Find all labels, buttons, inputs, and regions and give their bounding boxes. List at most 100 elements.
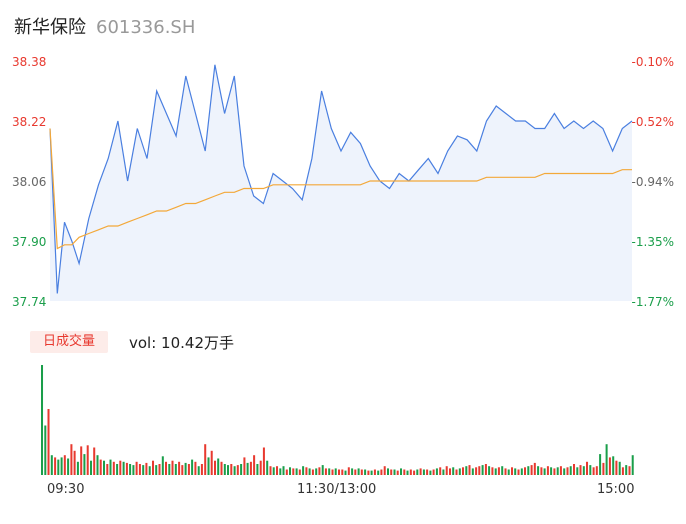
volume-bar <box>57 459 60 475</box>
volume-bar <box>152 460 155 475</box>
volume-bar <box>592 467 595 475</box>
volume-bar <box>256 464 259 475</box>
volume-bar <box>80 446 83 475</box>
volume-bar <box>553 468 556 475</box>
y-tick-right-4: -1.77% <box>631 295 674 309</box>
volume-bar <box>334 468 337 475</box>
volume-bar <box>308 468 311 475</box>
volume-bar <box>106 464 109 475</box>
volume-bar <box>148 466 151 475</box>
volume-bar <box>396 470 399 475</box>
volume-bar <box>311 469 314 475</box>
volume-bar <box>618 461 621 475</box>
volume-bar <box>491 467 494 475</box>
volume-bar <box>409 469 412 475</box>
volume-bar <box>295 468 298 475</box>
volume-bar <box>419 468 422 475</box>
volume-bar <box>116 464 119 475</box>
volume-bar <box>599 454 602 475</box>
volume-bar <box>377 470 380 475</box>
volume-bar <box>279 468 282 475</box>
volume-bar <box>631 455 634 475</box>
y-tick-right-0: -0.10% <box>631 55 674 69</box>
price-area-fill <box>50 64 632 301</box>
volume-bar <box>318 467 321 475</box>
volume-bar <box>478 466 481 475</box>
volume-bar <box>253 455 256 475</box>
volume-bar <box>220 461 223 475</box>
volume-bar <box>507 469 510 475</box>
y-tick-left-1: 38.22 <box>12 115 47 129</box>
volume-bar <box>621 467 624 475</box>
volume-bar <box>576 467 579 475</box>
y-tick-left-0: 38.38 <box>12 55 47 69</box>
volume-bar <box>129 464 132 475</box>
volume-bar <box>426 469 429 475</box>
volume-bar <box>468 465 471 475</box>
volume-bar <box>429 470 432 475</box>
volume-bar <box>50 455 53 475</box>
volume-bar <box>109 459 112 475</box>
volume-bar <box>455 469 458 475</box>
volume-bar <box>573 464 576 475</box>
volume-bar <box>135 461 138 475</box>
volume-bar <box>390 469 393 475</box>
volume-bar <box>171 460 174 475</box>
volume-bar <box>44 425 47 475</box>
volume-bar <box>569 466 572 475</box>
volume-bar <box>210 450 213 475</box>
volume-bar <box>90 460 93 475</box>
volume-bar <box>432 469 435 475</box>
volume-bar <box>158 464 161 475</box>
volume-bar <box>328 468 331 475</box>
volume-bar <box>452 467 455 475</box>
volume-bar <box>445 466 448 475</box>
volume-bar <box>282 466 285 475</box>
volume-bar <box>370 470 373 475</box>
volume-bar <box>364 469 367 475</box>
y-tick-right-1: -0.52% <box>631 115 674 129</box>
volume-bar <box>70 444 73 475</box>
volume-bar <box>165 461 168 475</box>
volume-bar <box>524 467 527 475</box>
volume-bar <box>367 470 370 475</box>
volume-bar <box>184 462 187 475</box>
volume-bar <box>262 447 265 475</box>
volume-bar <box>497 467 500 475</box>
volume-bar <box>360 469 363 475</box>
volume-bar <box>96 455 99 475</box>
volume-bar <box>272 467 275 475</box>
volume-bar <box>406 470 409 475</box>
volume-bar <box>204 444 207 475</box>
volume-bar <box>324 468 327 475</box>
daily-volume-tab[interactable]: 日成交量 <box>30 331 108 353</box>
volume-bar <box>595 466 598 475</box>
volume-bar <box>122 461 125 475</box>
volume-bar <box>178 461 181 475</box>
volume-bar <box>566 467 569 475</box>
volume-bar <box>289 467 292 475</box>
volume-bar <box>543 468 546 475</box>
volume-bar <box>403 469 406 475</box>
x-tick-close: 15:00 <box>597 482 635 497</box>
volume-bar <box>511 467 514 475</box>
volume-bar <box>400 468 403 475</box>
volume-bar <box>194 461 197 475</box>
volume-bar <box>615 460 618 475</box>
volume-bar <box>475 467 478 475</box>
volume-bar <box>605 444 608 475</box>
volume-bar <box>60 457 63 475</box>
volume-bar <box>354 469 357 475</box>
volume-bar <box>223 464 226 475</box>
volume-bar <box>579 465 582 475</box>
volume-bar <box>132 465 135 475</box>
volume-bar <box>93 447 96 475</box>
volume-bar <box>298 469 301 475</box>
volume-bar <box>413 470 416 475</box>
volume-bar <box>357 468 360 475</box>
volume-bar <box>103 460 106 475</box>
volume-bar <box>344 470 347 475</box>
volume-bar <box>556 467 559 475</box>
volume-bar <box>259 460 262 475</box>
